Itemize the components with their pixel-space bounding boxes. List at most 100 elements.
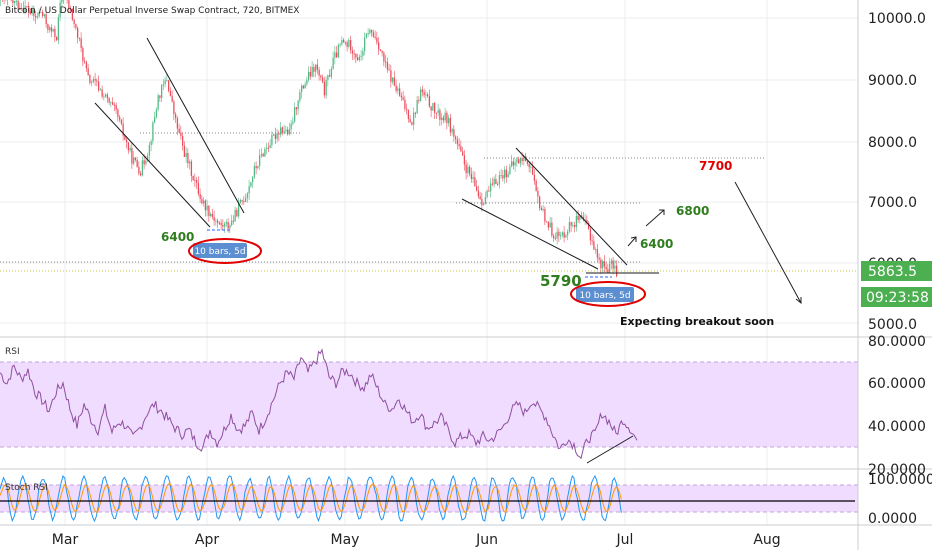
candle-body <box>435 112 438 114</box>
candle-body <box>523 156 525 161</box>
candle-body <box>84 61 86 63</box>
candle-body <box>208 205 210 217</box>
candle-body <box>502 175 504 179</box>
candle-body <box>481 198 483 206</box>
candle-body <box>166 80 168 82</box>
candle-body <box>99 89 102 91</box>
x-tick-jun: Jun <box>475 532 498 548</box>
candle-body <box>609 263 611 273</box>
y-tick-9000: 9000.0 <box>868 73 917 89</box>
candle-body <box>575 215 578 228</box>
candle-body <box>259 155 261 167</box>
candle-body <box>323 81 326 96</box>
candle-body <box>483 203 485 206</box>
candle-body <box>504 169 506 179</box>
candle-body <box>297 100 299 110</box>
candle-body <box>344 42 347 44</box>
candle-body <box>150 141 152 146</box>
candle-body <box>260 153 263 156</box>
candle-body <box>357 57 359 61</box>
candle-body <box>390 70 392 82</box>
candle-body <box>367 33 369 35</box>
candle-body <box>378 42 380 50</box>
candle-body <box>484 196 487 204</box>
candle-body <box>148 145 151 156</box>
candle-body <box>448 117 450 124</box>
candle-body <box>43 14 46 16</box>
candle-body <box>350 40 352 51</box>
candle-body <box>131 148 133 164</box>
candle-body <box>108 98 110 103</box>
candle-body <box>42 11 44 16</box>
candle-body <box>161 84 163 99</box>
candle-body <box>334 52 336 58</box>
candle-body <box>511 161 513 167</box>
candle-body <box>386 62 389 70</box>
candle-body <box>35 15 37 18</box>
candle-body <box>591 240 593 242</box>
candle-body <box>460 146 462 152</box>
candle-body <box>213 217 215 221</box>
candle-body <box>593 241 595 250</box>
candle-body <box>418 99 420 101</box>
candle-body <box>17 0 19 9</box>
candle-body <box>143 160 145 165</box>
stoch-tick-0: 0.0000 <box>868 511 917 527</box>
candle-body <box>75 23 77 28</box>
candle-body <box>173 101 175 115</box>
y-tick-7000: 7000.0 <box>868 195 917 211</box>
candle-body <box>82 48 84 62</box>
level-lines <box>0 132 765 263</box>
candle-body <box>199 194 201 199</box>
candle-body <box>596 249 599 258</box>
candle-body <box>264 149 266 157</box>
candle-body <box>255 166 257 169</box>
candle-body <box>607 269 609 273</box>
candle-body <box>455 136 457 140</box>
candle-body <box>110 102 112 104</box>
candle-body <box>353 53 355 55</box>
candle-body <box>115 105 117 110</box>
candle-body <box>229 225 231 229</box>
rsi-line <box>0 348 638 460</box>
candle-body <box>145 160 147 165</box>
candle-body <box>210 213 212 217</box>
candle-body <box>119 117 121 120</box>
candle-body <box>421 89 424 93</box>
candle-body <box>98 81 100 91</box>
candle-body <box>434 102 436 113</box>
candle-body <box>554 238 557 240</box>
range-markers <box>207 229 612 278</box>
candle-body <box>474 177 476 187</box>
candle-body <box>169 90 172 96</box>
candle-body <box>220 222 222 226</box>
trendlines <box>94 37 659 464</box>
candle-body <box>52 28 54 32</box>
candle-body <box>589 229 592 241</box>
candle-body <box>343 39 345 43</box>
candle-body <box>533 174 536 181</box>
candle-body <box>24 6 26 13</box>
candle-body <box>355 53 357 58</box>
candle-body <box>365 33 368 38</box>
candle-body <box>542 209 544 211</box>
candle-body <box>176 118 179 129</box>
candle-body <box>322 77 324 82</box>
candle-body <box>147 155 149 161</box>
candle-body <box>427 94 429 97</box>
candle-body <box>180 132 182 137</box>
candle-body <box>477 190 480 197</box>
rsi-tick-60: 60.0000 <box>868 376 926 392</box>
candle-body <box>162 84 165 86</box>
candle-body <box>134 157 137 161</box>
candle-body <box>348 40 350 47</box>
candle-body <box>325 79 327 96</box>
candle-body <box>407 109 410 120</box>
candle-body <box>155 109 158 118</box>
candle-body <box>33 9 35 16</box>
candle-body <box>413 112 415 125</box>
candle-body <box>28 7 30 12</box>
arrows <box>627 181 802 305</box>
